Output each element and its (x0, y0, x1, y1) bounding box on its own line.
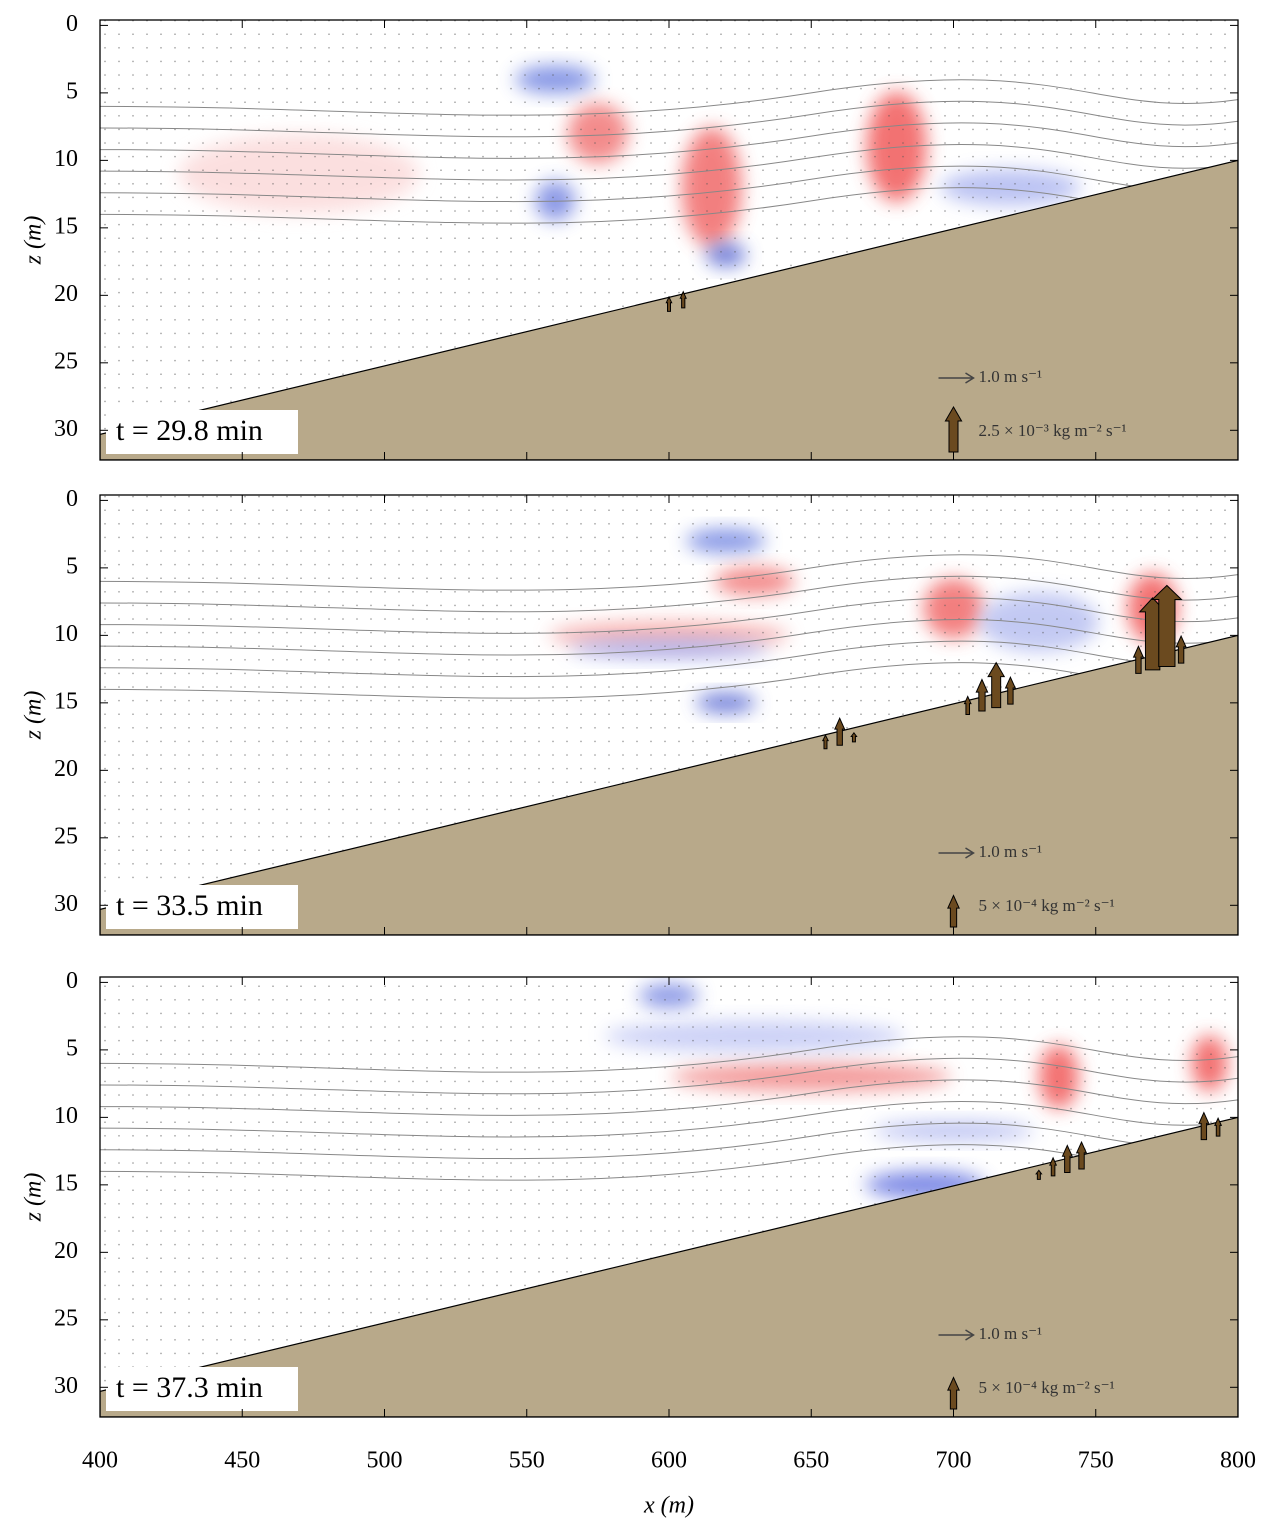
y-axis-label: z (m) (21, 216, 47, 266)
y-tick-label: 15 (54, 1170, 78, 1196)
time-label-box (106, 1367, 298, 1411)
flux-arrow (834, 717, 846, 746)
flux-key-label: 2.5 × 10⁻³ kg m⁻² s⁻¹ (979, 421, 1127, 440)
flux-arrow (679, 290, 687, 309)
velocity-key-label: 1.0 m s⁻¹ (979, 1324, 1043, 1343)
flux-arrow (963, 695, 972, 715)
x-tick-label: 650 (793, 1448, 829, 1474)
flux-key-arrow (947, 894, 960, 928)
y-tick-label: 30 (54, 891, 78, 917)
y-tick-label: 30 (54, 1373, 78, 1399)
flux-key-arrow (947, 1376, 960, 1410)
x-tick-label: 700 (936, 1448, 972, 1474)
isopycnal (100, 1057, 1238, 1095)
field (100, 20, 1238, 460)
x-tick-label: 800 (1220, 1448, 1256, 1474)
field (100, 977, 1238, 1417)
isopycnal (100, 122, 1238, 159)
y-tick-label: 5 (66, 78, 78, 104)
flux-arrow (1004, 675, 1017, 705)
x-tick-label: 600 (651, 1448, 687, 1474)
isopycnal (100, 1100, 1238, 1138)
velocity-key-head (965, 372, 975, 384)
isopycnal (100, 640, 1238, 678)
y-tick-label: 10 (54, 146, 78, 172)
flux-arrow (1175, 634, 1187, 664)
isopycnal (100, 100, 1238, 138)
y-tick-label: 25 (54, 348, 78, 374)
y-tick-label: 20 (54, 281, 78, 307)
flux-arrow (1061, 1144, 1073, 1173)
flux-arrow (850, 732, 858, 743)
time-label: t = 29.8 min (116, 414, 263, 447)
isopycnal (100, 618, 1238, 656)
x-tick-label: 400 (82, 1448, 118, 1474)
panel: 1.0 m s⁻¹ 5 × 10⁻⁴ kg m⁻² s⁻¹ t = 33.5 min… (21, 486, 1239, 936)
velocity-key-label: 1.0 m s⁻¹ (979, 367, 1043, 386)
isopycnal (100, 1036, 1238, 1073)
time-label: t = 37.3 min (116, 1371, 263, 1404)
y-tick-label: 5 (66, 553, 78, 579)
y-tick-label: 0 (66, 486, 78, 512)
x-tick-label: 750 (1078, 1448, 1114, 1474)
y-tick-label: 5 (66, 1035, 78, 1061)
isopycnal (100, 597, 1238, 634)
x-axis-label: x (m) (643, 1493, 694, 1519)
isopycnal (100, 554, 1238, 591)
flux-arrow (1132, 645, 1145, 674)
flux-arrow (665, 295, 673, 312)
y-tick-label: 0 (66, 968, 78, 994)
flux-arrow (975, 678, 989, 712)
flux-arrow (1214, 1116, 1223, 1137)
time-label: t = 33.5 min (116, 889, 263, 922)
flux-key-arrow (944, 406, 963, 453)
isopycnal (100, 165, 1238, 203)
flux-key-label: 5 × 10⁻⁴ kg m⁻² s⁻¹ (979, 896, 1115, 915)
panel: 1.0 m s⁻¹ 5 × 10⁻⁴ kg m⁻² s⁻¹ t = 37.3 min… (21, 968, 1257, 1519)
flux-arrow (1151, 584, 1183, 667)
isopycnal (100, 575, 1238, 613)
y-tick-label: 20 (54, 1238, 78, 1264)
x-tick-label: 500 (367, 1448, 403, 1474)
panel: 1.0 m s⁻¹ 2.5 × 10⁻³ kg m⁻² s⁻¹ t = 29.8 m… (21, 11, 1239, 461)
bathymetry (100, 634, 1238, 935)
flux-arrow (1198, 1111, 1210, 1141)
flux-arrow (1035, 1169, 1043, 1180)
y-tick-label: 20 (54, 756, 78, 782)
x-tick-label: 450 (224, 1448, 260, 1474)
isopycnal (100, 1079, 1238, 1116)
x-tick-label: 550 (509, 1448, 545, 1474)
y-tick-label: 10 (54, 621, 78, 647)
y-tick-label: 15 (54, 688, 78, 714)
velocity-key-head (965, 1329, 975, 1341)
y-tick-label: 25 (54, 823, 78, 849)
time-label-box (106, 885, 298, 929)
flux-arrow (1075, 1140, 1088, 1170)
y-tick-label: 0 (66, 11, 78, 37)
flux-key-label: 5 × 10⁻⁴ kg m⁻² s⁻¹ (979, 1378, 1115, 1397)
y-tick-label: 10 (54, 1103, 78, 1129)
y-axis-label: z (m) (21, 691, 47, 741)
y-tick-label: 15 (54, 213, 78, 239)
flux-arrow (821, 734, 829, 750)
velocity-key-head (965, 847, 975, 859)
y-tick-label: 30 (54, 416, 78, 442)
bathymetry (100, 1116, 1238, 1417)
velocity-key-label: 1.0 m s⁻¹ (979, 842, 1043, 861)
isopycnal (100, 143, 1238, 181)
time-label-box (106, 410, 298, 454)
flux-arrow (1049, 1156, 1058, 1177)
y-axis-label: z (m) (21, 1173, 47, 1223)
isopycnal (100, 1122, 1238, 1160)
isopycnal (100, 79, 1238, 116)
field (100, 495, 1238, 935)
y-tick-label: 25 (54, 1305, 78, 1331)
flux-arrow (987, 661, 1006, 709)
